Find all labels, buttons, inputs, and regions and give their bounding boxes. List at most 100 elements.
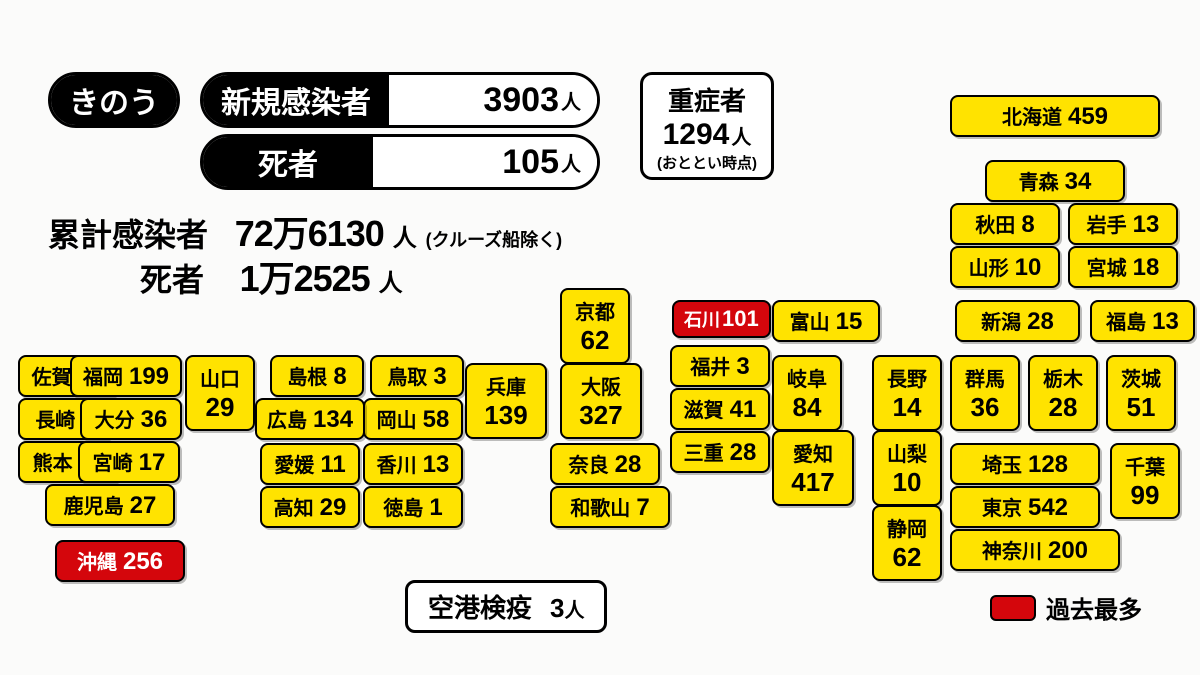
pref-chip: 愛媛11	[260, 443, 360, 485]
pref-value: 17	[139, 449, 166, 477]
deaths-value: 105	[502, 143, 559, 182]
pref-chip: 三重28	[670, 431, 770, 473]
pref-chip: 大分36	[80, 398, 182, 440]
pref-name: 福島	[1106, 306, 1146, 335]
pref-name: 宮崎	[93, 447, 133, 476]
pref-value: 29	[320, 494, 347, 522]
pref-name: 千葉	[1125, 451, 1165, 480]
kinou-pill: きのう	[48, 72, 180, 128]
pref-name: 香川	[377, 449, 417, 478]
pref-name: 愛媛	[274, 449, 314, 478]
pref-name: 鹿児島	[64, 490, 124, 519]
severe-box: 重症者 1294人 (おととい時点)	[640, 72, 774, 180]
pref-value: 1	[429, 494, 442, 522]
pref-chip: 北海道459	[950, 95, 1160, 137]
deaths-value-wrap: 105 人	[373, 137, 597, 187]
cumulative-value: 72万6130	[235, 213, 384, 254]
pref-chip: 京都62	[560, 288, 630, 364]
pref-value: 200	[1048, 537, 1088, 565]
pref-name: 大分	[95, 404, 135, 433]
airport-unit: 人	[564, 600, 584, 622]
pref-value: 199	[129, 363, 169, 391]
pref-chip: 茨城51	[1106, 355, 1176, 431]
pref-name: 京都	[575, 296, 615, 325]
pref-value: 28	[615, 451, 642, 479]
pref-name: 兵庫	[486, 371, 526, 400]
infographic-stage: きのう 新規感染者 3903 人 死者 105 人 重症者 1294人 (おとと…	[0, 0, 1200, 675]
pref-chip: 新潟28	[955, 300, 1080, 342]
pref-value: 15	[836, 308, 863, 336]
pref-name: 鳥取	[387, 361, 427, 390]
pref-value: 459	[1068, 103, 1108, 131]
airport-label: 空港検疫	[428, 588, 532, 625]
pref-chip: 島根8	[270, 355, 364, 397]
pref-chip: 香川13	[363, 443, 463, 485]
airport-value: 3	[550, 593, 564, 623]
severe-label: 重症者	[657, 81, 757, 118]
pref-value: 134	[313, 406, 353, 434]
pref-value: 3	[736, 353, 749, 381]
pref-value: 34	[1065, 168, 1092, 196]
pref-chip: 滋賀41	[670, 388, 770, 430]
pref-name: 島根	[287, 361, 327, 390]
pref-value: 542	[1028, 494, 1068, 522]
pref-name: 静岡	[887, 513, 927, 542]
pref-chip: 奈良28	[550, 443, 660, 485]
pref-name: 青森	[1019, 166, 1059, 195]
pref-chip: 福島13	[1090, 300, 1195, 342]
cumulative-label: 累計感染者	[48, 217, 208, 253]
pref-name: 富山	[790, 306, 830, 335]
pref-name: 栃木	[1043, 363, 1083, 392]
pref-name: 山梨	[887, 438, 927, 467]
pref-chip: 神奈川200	[950, 529, 1120, 571]
kinou-label: きのう	[51, 75, 177, 125]
pref-name: 広島	[267, 404, 307, 433]
pref-chip: 静岡62	[872, 505, 942, 581]
deaths-pill: 死者 105 人	[200, 134, 600, 190]
pref-value: 8	[1021, 211, 1034, 239]
pref-chip: 山梨10	[872, 430, 942, 506]
pref-value: 10	[893, 467, 922, 498]
pref-chip: 東京542	[950, 486, 1100, 528]
pref-chip: 宮崎17	[78, 441, 180, 483]
pref-name: 北海道	[1002, 101, 1062, 130]
pref-value: 41	[730, 396, 757, 424]
pref-name: 岩手	[1087, 209, 1127, 238]
pref-value: 62	[893, 542, 922, 573]
cumulative-note: (クルーズ船除く)	[426, 230, 563, 250]
pref-chip: 岡山58	[363, 398, 463, 440]
pref-chip: 栃木28	[1028, 355, 1098, 431]
pref-chip: 福井3	[670, 345, 770, 387]
pref-name: 岐阜	[787, 363, 827, 392]
pref-chip: 千葉99	[1110, 443, 1180, 519]
pref-name: 福井	[690, 351, 730, 380]
pref-chip: 愛知417	[772, 430, 854, 506]
pref-value: 10	[1015, 254, 1042, 282]
pref-name: 埼玉	[982, 449, 1022, 478]
pref-name: 群馬	[965, 363, 1005, 392]
pref-name: 石川	[684, 306, 720, 332]
pref-value: 417	[791, 467, 834, 498]
pref-name: 茨城	[1121, 363, 1161, 392]
total-deaths-label: 死者	[140, 262, 204, 298]
pref-chip: 埼玉128	[950, 443, 1100, 485]
severe-unit: 人	[731, 127, 751, 149]
total-deaths-unit: 人	[379, 270, 403, 297]
pref-name: 山口	[200, 363, 240, 392]
severe-value: 1294	[663, 118, 730, 151]
pref-value: 139	[484, 400, 527, 431]
legend-swatch	[990, 595, 1036, 621]
pref-chip: 岩手13	[1068, 203, 1178, 245]
pref-chip: 和歌山7	[550, 486, 670, 528]
pref-chip: 沖縄256	[55, 540, 185, 582]
pref-value: 36	[141, 406, 168, 434]
airport-box: 空港検疫 3人	[405, 580, 607, 633]
pref-value: 99	[1131, 480, 1160, 511]
deaths-unit: 人	[561, 148, 581, 177]
pref-chip: 兵庫139	[465, 363, 547, 439]
pref-name: 滋賀	[684, 394, 724, 423]
pref-value: 11	[320, 451, 345, 479]
pref-chip: 徳島1	[363, 486, 463, 528]
pref-value: 101	[722, 306, 759, 332]
pref-chip: 鳥取3	[370, 355, 464, 397]
